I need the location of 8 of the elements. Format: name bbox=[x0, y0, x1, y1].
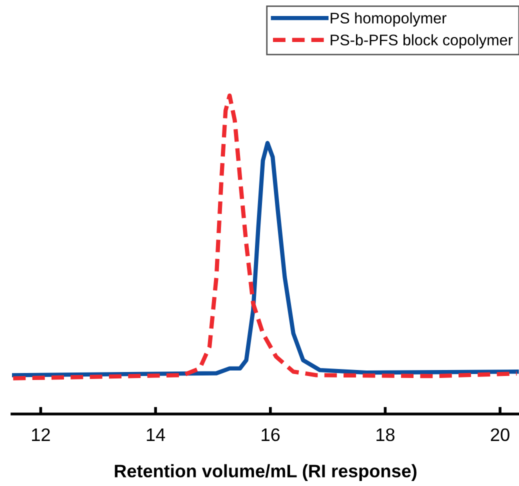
x-tick-label: 12 bbox=[32, 428, 50, 441]
legend-label: PS-b-PFS block copolymer bbox=[330, 34, 513, 48]
legend-label: PS homopolymer bbox=[330, 12, 446, 27]
x-tick-label: 18 bbox=[376, 428, 394, 442]
x-axis-title: Retention volume/mL (RI response) bbox=[114, 464, 416, 481]
x-tick-label: 16 bbox=[262, 428, 280, 442]
x-tick-label: 20 bbox=[490, 428, 510, 442]
x-tick-label: 14 bbox=[146, 428, 166, 441]
